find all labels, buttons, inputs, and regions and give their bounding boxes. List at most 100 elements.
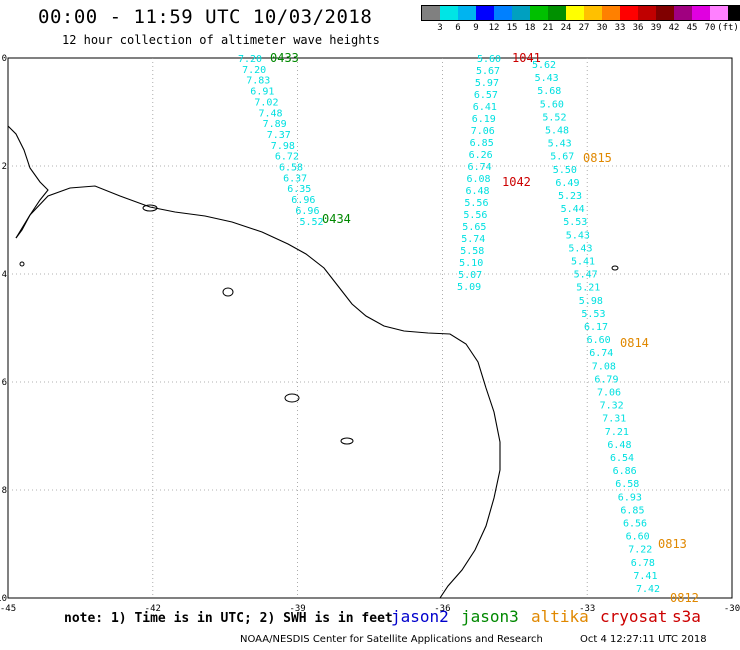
color-scale-labels: 3 6 9 12 15 18 21 24 27 30 33 36 39 42 45 70 (ft) <box>421 21 740 33</box>
altika-value: 6.08 <box>467 174 491 185</box>
scale-cell <box>620 6 638 20</box>
cryosat-value: 7.32 <box>600 401 624 412</box>
coastline-west <box>7 125 49 239</box>
y-tick-label: -2 <box>0 162 7 172</box>
scale-cell <box>512 6 530 20</box>
jason3-value: 6.58 <box>279 163 303 174</box>
cryosat-value: 5.50 <box>553 165 577 176</box>
island <box>611 265 619 271</box>
cryosat-value: 5.43 <box>535 73 559 84</box>
cryosat-value: 5.60 <box>540 99 564 110</box>
satellite-label-altika: altika <box>531 607 589 626</box>
scale-label: 21 <box>542 23 554 33</box>
jason3-value: 5.52 <box>300 217 324 228</box>
scale-label: 18 <box>524 23 536 33</box>
cryosat-value: 5.53 <box>563 217 587 228</box>
jason3-value: 6.35 <box>287 184 311 195</box>
altika-value: 5.09 <box>457 282 481 293</box>
scale-cell <box>602 6 620 20</box>
cryosat-value: 6.54 <box>610 453 634 464</box>
altika-value: 5.97 <box>475 78 499 89</box>
cryosat-value: 5.44 <box>561 204 585 215</box>
altika-value: 6.41 <box>473 102 497 113</box>
y-tick-label: -4 <box>0 270 7 280</box>
scale-label: 33 <box>614 23 626 33</box>
cryosat-value: 6.74 <box>589 348 613 359</box>
cryosat-value: 5.43 <box>568 243 592 254</box>
altika-value: 5.58 <box>460 246 484 257</box>
altika-value: 5.56 <box>463 210 487 221</box>
scale-label: 27 <box>578 23 590 33</box>
jason3-value: 7.98 <box>271 141 295 152</box>
cryosat-value: 5.62 <box>532 60 556 71</box>
cryosat-value: 6.78 <box>631 558 655 569</box>
island <box>340 437 354 445</box>
cryosat-value: 7.22 <box>628 545 652 556</box>
cryosat-value: 7.21 <box>605 427 629 438</box>
altika-value: 6.19 <box>472 114 496 125</box>
map-frame <box>7 57 733 599</box>
jason3-value: 6.91 <box>250 87 274 98</box>
x-tick-label: -42 <box>145 604 161 614</box>
cryosat-value: 5.52 <box>542 112 566 123</box>
scale-label: 3 <box>437 23 443 33</box>
altika-value: 5.07 <box>458 270 482 281</box>
scale-cell <box>548 6 566 20</box>
jason3-value: 6.37 <box>283 173 307 184</box>
jason3-value: 6.96 <box>291 195 315 206</box>
scale-label: 42 <box>668 23 680 33</box>
y-tick-label: -8 <box>0 486 7 496</box>
cryosat-value: 5.43 <box>548 139 572 150</box>
map-subtitle: 12 hour collection of altimeter wave hei… <box>62 33 380 47</box>
island <box>222 287 234 297</box>
scale-cell <box>458 6 476 20</box>
scale-label: 15 <box>506 23 518 33</box>
scale-cell <box>674 6 692 20</box>
cryosat-value: 5.98 <box>579 296 603 307</box>
jason3-time-label: 0434 <box>322 212 351 226</box>
cryosat-value: 7.41 <box>633 571 657 582</box>
cryosat-value: 5.67 <box>550 152 574 163</box>
cryosat-value: 6.56 <box>623 519 647 530</box>
y-tick-label: 0 <box>2 54 7 64</box>
jason3-value: 7.02 <box>254 97 278 108</box>
cryosat-value: 6.79 <box>594 374 618 385</box>
satellite-label-jason2: jason2 <box>391 607 449 626</box>
altika-value: 6.48 <box>465 186 489 197</box>
cryosat-value: 5.53 <box>581 309 605 320</box>
island <box>19 261 25 267</box>
scale-cell <box>710 6 728 20</box>
altika-value: 7.06 <box>471 126 495 137</box>
scale-label: 24 <box>560 23 572 33</box>
x-tick-label: -36 <box>434 604 450 614</box>
cryosat-value: 6.85 <box>620 505 644 516</box>
jason3-value: 7.48 <box>259 108 283 119</box>
color-scale-bar <box>421 5 740 21</box>
coastline <box>15 185 501 599</box>
cryosat-value: 6.60 <box>626 532 650 543</box>
scale-cell <box>584 6 602 20</box>
scale-cell <box>656 6 674 20</box>
island <box>284 393 300 403</box>
altika-value: 6.57 <box>474 90 498 101</box>
altika-value: 6.26 <box>469 150 493 161</box>
x-tick-label: -39 <box>289 604 305 614</box>
cryosat-time-label: 0812 <box>670 591 699 605</box>
jason3-value: 7.83 <box>246 76 270 87</box>
scale-cell <box>422 6 440 20</box>
cryosat-value: 5.47 <box>574 270 598 281</box>
scale-cell <box>476 6 494 20</box>
scale-label: (ft) <box>717 23 739 33</box>
altika-value: 5.60 <box>477 54 501 65</box>
altika-time-label: 1041 <box>512 51 541 65</box>
cryosat-time-label: 0813 <box>658 537 687 551</box>
scale-label: 36 <box>632 23 644 33</box>
satellite-label-jason3: jason3 <box>461 607 519 626</box>
color-scale: 3 6 9 12 15 18 21 24 27 30 33 36 39 42 45 70 (ft) <box>421 5 740 33</box>
cryosat-value: 5.21 <box>576 283 600 294</box>
jason3-time-label: 0433 <box>270 51 299 65</box>
timestamp-text: Oct 4 12:27:11 UTC 2018 <box>580 634 707 645</box>
x-tick-label: -30 <box>724 604 740 614</box>
satellite-label-cryosat: cryosat <box>600 607 668 626</box>
scale-label: 45 <box>686 23 698 33</box>
